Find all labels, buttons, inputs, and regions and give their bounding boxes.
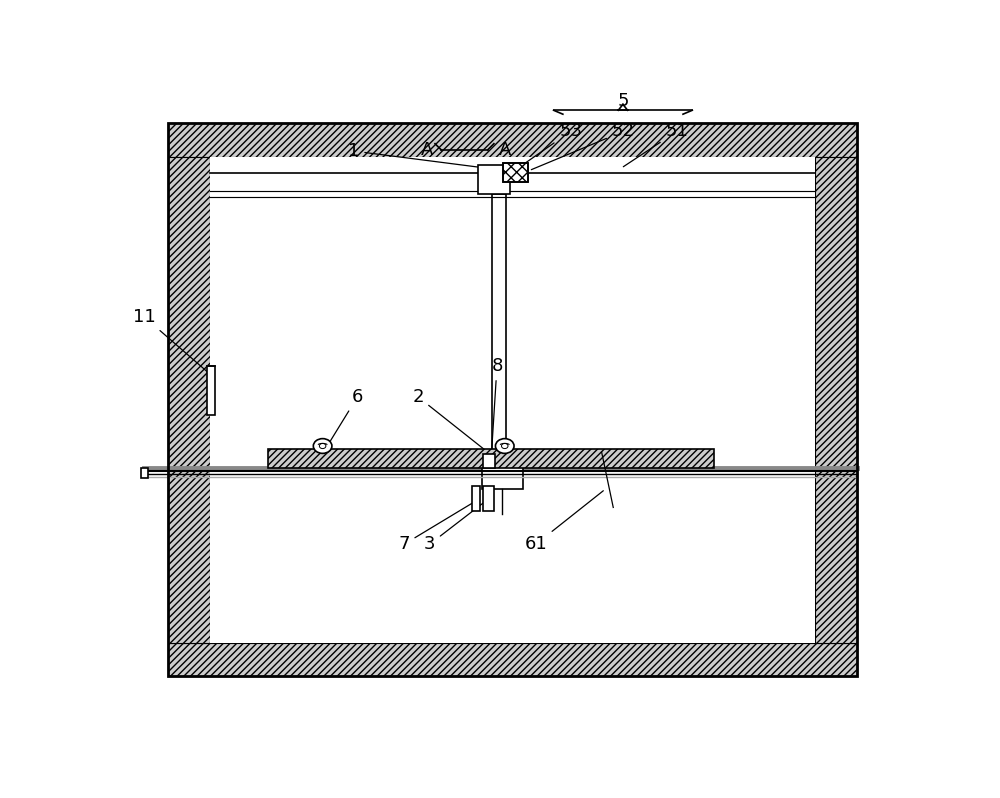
Circle shape (501, 444, 508, 448)
Text: 61: 61 (524, 491, 603, 553)
Circle shape (495, 439, 514, 453)
Bar (168, 124, 857, 157)
Bar (168, 642, 857, 677)
Text: 11: 11 (133, 308, 213, 377)
Circle shape (319, 444, 326, 448)
Bar (482, 463, 523, 489)
Bar (503, 164, 528, 182)
Bar (140, 468, 148, 478)
Text: 5: 5 (618, 92, 629, 109)
Text: 53: 53 (515, 122, 582, 170)
Text: 2: 2 (412, 388, 487, 452)
Bar (210, 157, 815, 642)
Bar (207, 366, 215, 415)
Text: 3: 3 (424, 503, 483, 553)
Text: 1: 1 (348, 142, 494, 169)
Bar (503, 164, 528, 182)
Bar (815, 157, 857, 642)
Bar (478, 164, 510, 194)
Circle shape (313, 439, 332, 453)
Text: A: A (421, 140, 433, 159)
Bar (168, 157, 210, 642)
Bar (168, 124, 857, 677)
Bar (483, 454, 495, 468)
Bar (495, 452, 503, 461)
Bar (492, 194, 506, 452)
Bar (483, 486, 494, 511)
Bar (268, 449, 714, 468)
Text: 52: 52 (531, 122, 635, 170)
Bar (472, 486, 480, 511)
Text: 7: 7 (398, 503, 473, 553)
Text: 8: 8 (491, 358, 503, 462)
Text: A: A (499, 140, 511, 159)
Text: 51: 51 (623, 122, 688, 167)
Text: 6: 6 (328, 388, 363, 444)
